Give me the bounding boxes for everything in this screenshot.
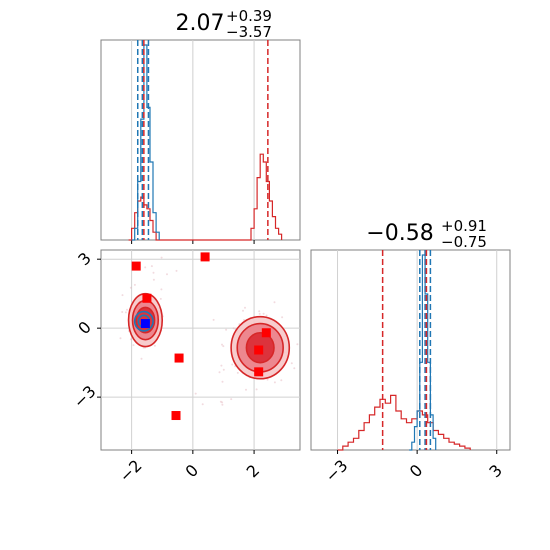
scatter-sample-dot	[244, 306, 246, 309]
scatter-sample-dot	[129, 338, 132, 341]
scatter-sample-dot	[281, 316, 284, 319]
scatter-sample-dot	[221, 380, 224, 383]
right-histogram-title: −0.58	[366, 221, 433, 246]
scatter-x-tick-label: 0	[181, 461, 202, 482]
scatter-frame	[100, 249, 301, 451]
scatter-sample-dot	[230, 398, 233, 401]
scatter-sample-dot	[144, 266, 147, 269]
scatter-sample-dot	[221, 401, 224, 404]
scatter-sample-dot	[273, 301, 276, 304]
scatter-sample-dot	[119, 337, 122, 340]
scatter-sample-dot	[166, 273, 168, 276]
right-histogram-title-upper: +0.91	[441, 217, 487, 235]
scatter-x-tick-label: 2	[243, 461, 264, 482]
scatter-sample-dot	[258, 310, 261, 313]
scatter-sample-dot	[222, 345, 225, 348]
scatter-sample-dot	[160, 288, 163, 291]
scatter-sample-dot	[293, 367, 296, 370]
scatter-sample-dot	[126, 308, 128, 311]
scatter-sample-dot	[150, 265, 153, 268]
scatter-sample-dot	[231, 363, 234, 366]
scatter-sample-dot	[175, 269, 178, 272]
scatter-y-tick-label: −3	[70, 382, 100, 412]
right-histogram-x-tick-label: −3	[321, 456, 351, 486]
top-histogram-title-lower: −3.57	[226, 23, 272, 41]
top-histogram-red-series	[128, 153, 283, 241]
scatter-sample-dot	[222, 368, 225, 371]
scatter-sample-dot	[220, 364, 223, 367]
scatter-sample-dot	[225, 328, 228, 331]
scatter-sample-dot	[266, 378, 269, 381]
scatter-sample-dot	[221, 403, 224, 406]
scatter-sample-dot	[290, 362, 293, 365]
top-histogram-title-upper: +0.39	[226, 7, 272, 25]
scatter-red-point	[142, 293, 152, 303]
scatter-sample-dot	[159, 297, 162, 300]
scatter-sample-dot	[258, 312, 261, 315]
scatter-red-point	[174, 353, 184, 363]
scatter-blue-point	[140, 319, 150, 329]
scatter-sample-dot	[265, 314, 268, 317]
scatter-sample-dot	[194, 392, 197, 395]
scatter-sample-dot	[242, 309, 244, 312]
scatter-red-point	[254, 367, 264, 377]
top-histogram-panel: 2.07 +0.39 −3.57	[100, 7, 301, 244]
right-histogram-x-tick-label: 3	[485, 461, 506, 482]
scatter-sample-dot	[121, 311, 124, 313]
scatter-sample-dot	[133, 283, 136, 286]
scatter-sample-dot	[201, 403, 204, 406]
scatter-sample-dot	[218, 371, 221, 374]
scatter-red-point	[261, 328, 271, 338]
scatter-sample-dot	[245, 388, 247, 391]
scatter-sample-dot	[243, 319, 245, 321]
scatter-red-point	[254, 345, 264, 355]
right-histogram-red-series	[337, 394, 471, 451]
top-histogram-blue-series	[131, 44, 160, 241]
scatter-sample-dot	[152, 271, 155, 274]
scatter-red-point	[171, 411, 181, 421]
scatter-y-tick-label: 0	[74, 317, 95, 338]
scatter-sample-dot	[132, 344, 135, 347]
scatter-red-point	[200, 252, 210, 262]
right-histogram-blue-series	[409, 254, 437, 451]
scatter-sample-dot	[129, 286, 132, 289]
scatter-y-tick-label: 3	[74, 249, 95, 270]
scatter-sample-dot	[124, 311, 127, 314]
right-histogram-title-lower: −0.75	[441, 233, 487, 251]
scatter-sample-dot	[232, 327, 235, 330]
scatter-red-point	[131, 261, 141, 271]
right-histogram-panel: −3 0 3 −0.58 +0.91 −0.75	[310, 217, 511, 486]
scatter-blue-contour	[133, 310, 154, 332]
scatter-x-tick-label: −2	[115, 456, 145, 486]
scatter-sample-dot	[221, 343, 223, 346]
scatter-sample-dot	[212, 318, 215, 321]
scatter-sample-dot	[280, 379, 283, 382]
right-histogram-x-tick-label: 0	[406, 461, 427, 482]
top-histogram-frame	[100, 39, 301, 241]
scatter-sample-dot	[153, 344, 156, 347]
scatter-sample-dot	[121, 294, 124, 297]
scatter-sample-dot	[140, 357, 143, 360]
scatter-sample-dot	[296, 343, 299, 346]
scatter-sample-dot	[236, 371, 239, 374]
top-histogram-title: 2.07	[176, 11, 225, 36]
scatter-sample-dot	[262, 312, 265, 315]
scatter-sample-dot	[273, 381, 276, 384]
scatter-sample-dot	[152, 278, 155, 281]
scatter-sample-dot	[160, 256, 163, 259]
scatter-panel: −2 0 2 3 0 −3	[70, 249, 301, 486]
right-histogram-frame	[310, 249, 511, 451]
scatter-sample-dot	[255, 388, 258, 391]
